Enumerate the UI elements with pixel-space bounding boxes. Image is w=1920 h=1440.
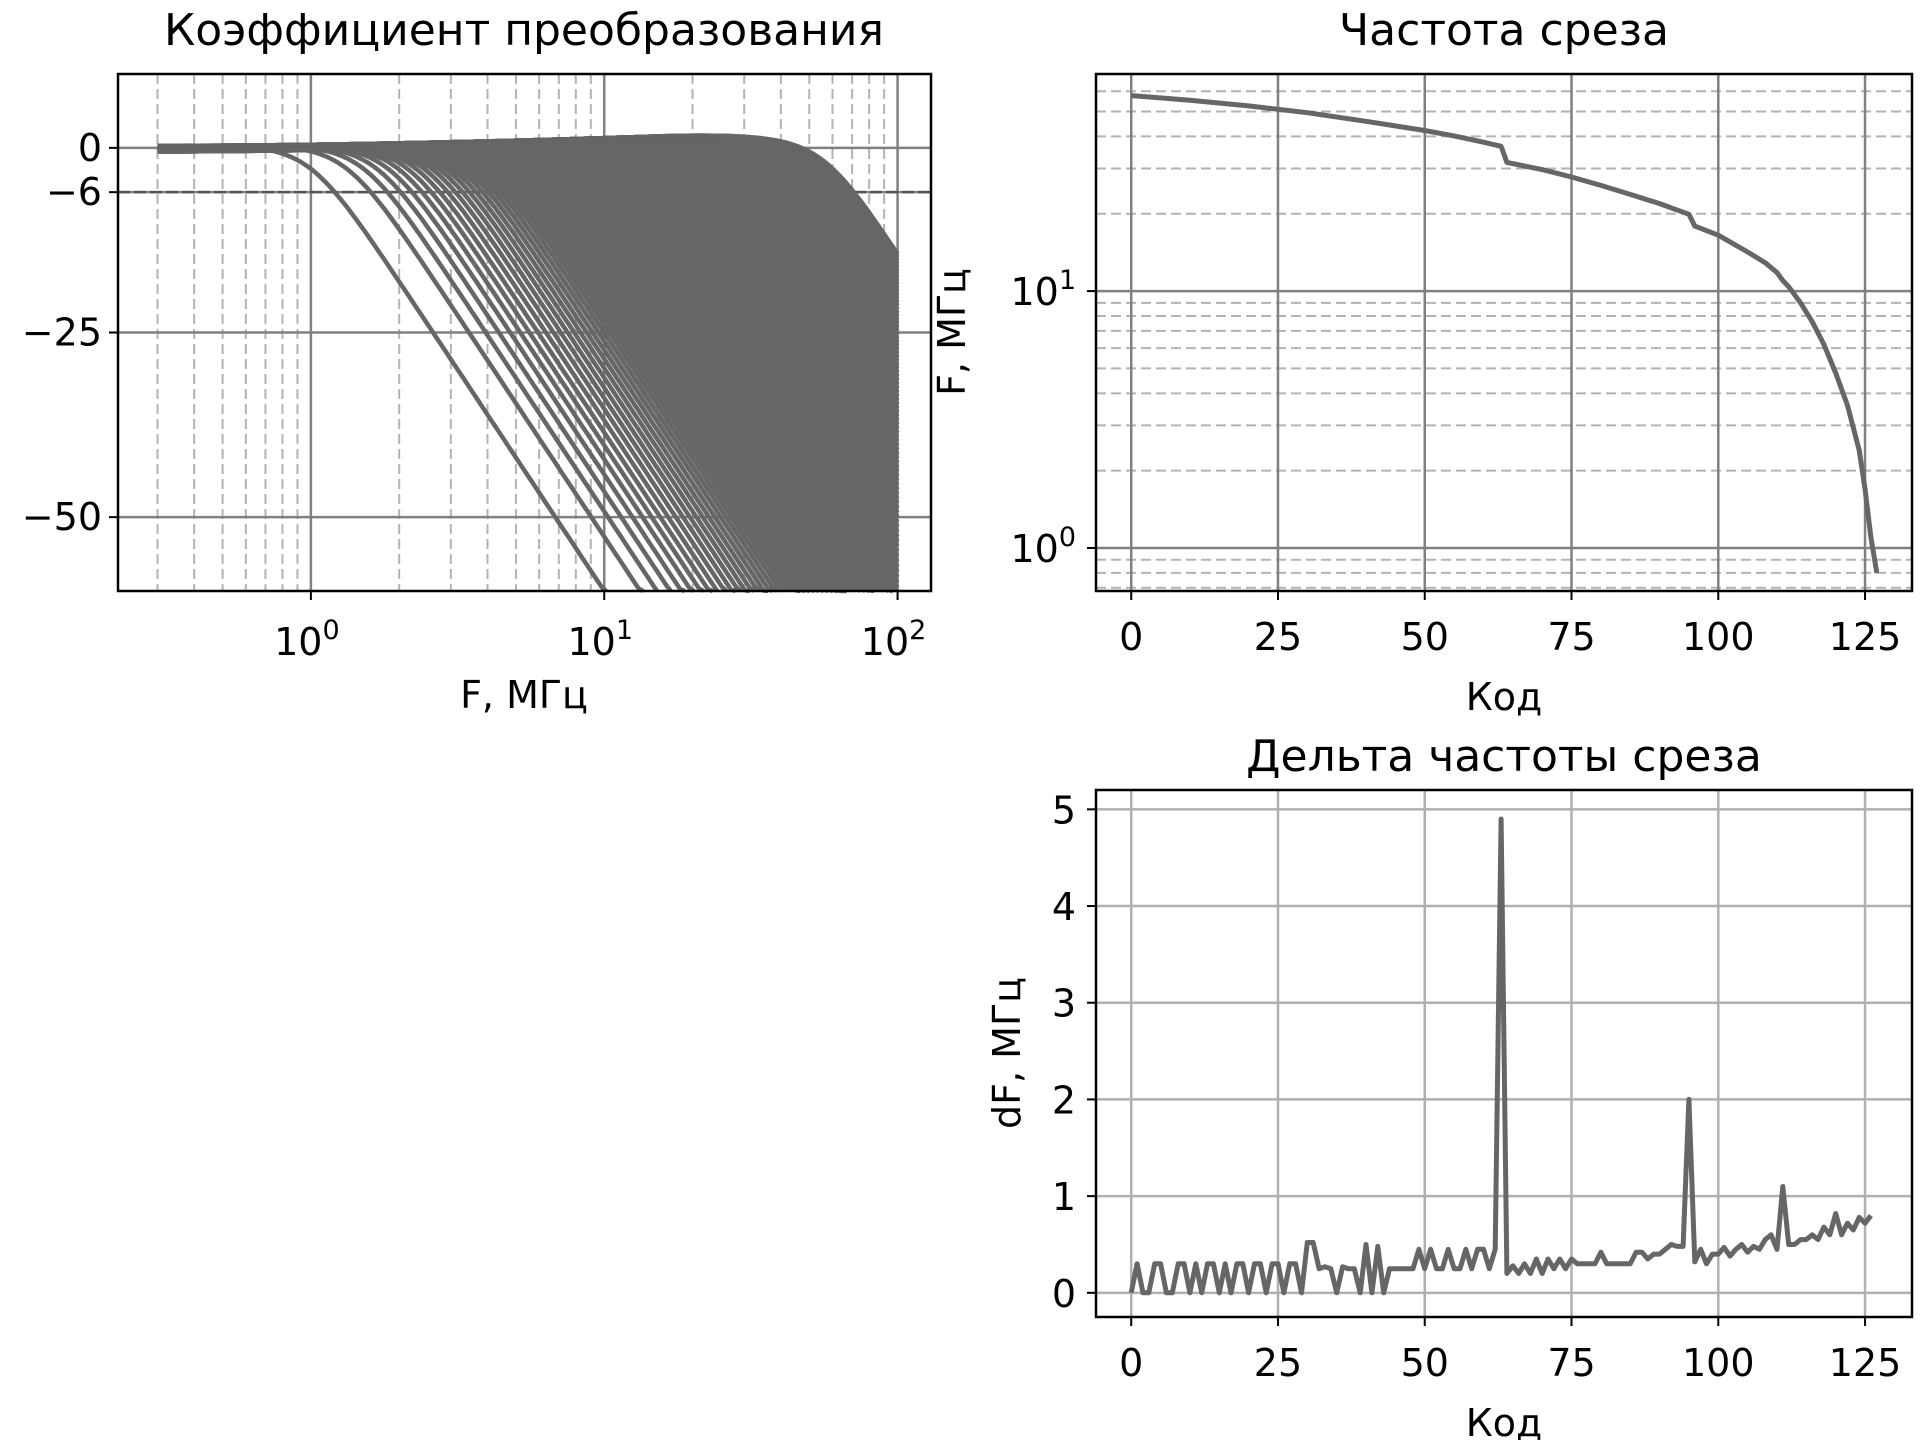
- delta-chart: 0 25 50 75 100 125 0 1 2 3 4 5 Дельта частоты среза…: [985, 731, 1914, 1440]
- gain-x-tick-label-exp: 0: [322, 615, 339, 646]
- cutoff-chart-frame: [1094, 72, 1914, 593]
- cutoff-x-tick-label: 25: [1254, 615, 1302, 659]
- gain-x-tick-label-base: 10: [861, 620, 909, 664]
- gain-x-tick-label: 100: [274, 615, 340, 664]
- gain-series-line: [157, 133, 900, 256]
- cutoff-series-line: [1131, 93, 1880, 574]
- gain-x-tick-label: 102: [861, 615, 927, 664]
- cutoff-x-tick-label: 50: [1401, 615, 1449, 659]
- delta-x-tick-label: 100: [1682, 1341, 1755, 1385]
- gain-x-tick-label-exp: 2: [909, 615, 926, 646]
- delta-chart-title: Дельта частоты среза: [1246, 731, 1762, 782]
- delta-x-tick-label: 75: [1547, 1341, 1595, 1385]
- delta-y-tick-label: 3: [1052, 982, 1076, 1026]
- cutoff-x-tick-label: 75: [1547, 615, 1595, 659]
- cutoff-y-tick-label: 100: [1010, 522, 1076, 571]
- delta-chart-xlabel: Код: [1466, 1401, 1543, 1440]
- gain-chart-title: Коэффициент преобразования: [164, 5, 884, 56]
- cutoff-x-tick-label: 100: [1682, 615, 1755, 659]
- delta-y-tick-label: 1: [1052, 1175, 1076, 1219]
- delta-y-tick-label: 0: [1052, 1272, 1076, 1316]
- delta-chart-frame: [1094, 788, 1914, 1319]
- cutoff-y-tick-label-base: 10: [1010, 270, 1058, 314]
- cutoff-y-tick-label-exp: 0: [1059, 522, 1076, 553]
- cutoff-chart-ylabel: F, МГц: [930, 268, 974, 396]
- cutoff-y-tick-label-exp: 1: [1059, 265, 1076, 296]
- delta-y-tick-label: 5: [1052, 788, 1076, 832]
- gain-x-tick-label-base: 10: [567, 620, 615, 664]
- delta-y-tick-label: 2: [1052, 1078, 1076, 1122]
- gain-x-tick-label-exp: 1: [616, 615, 633, 646]
- delta-x-tick-label: 50: [1401, 1341, 1449, 1385]
- cutoff-x-tick-label: 0: [1119, 615, 1143, 659]
- delta-x-tick-label: 125: [1829, 1341, 1902, 1385]
- delta-x-tick-label: 0: [1119, 1341, 1143, 1385]
- gain-y-tick-label: −6: [46, 170, 102, 214]
- delta-y-tick-label: 4: [1052, 885, 1076, 929]
- delta-chart-ylabel: dF, МГц: [985, 977, 1029, 1129]
- cutoff-chart-title: Частота среза: [1339, 5, 1669, 56]
- cutoff-y-tick-label-base: 10: [1010, 527, 1058, 571]
- gain-x-tick-label: 101: [567, 615, 633, 664]
- gain-y-tick-label: −50: [22, 495, 102, 539]
- delta-x-tick-label: 25: [1254, 1341, 1302, 1385]
- gain-y-tick-label: 0: [78, 126, 102, 170]
- gain-chart-xlabel: F, МГц: [460, 673, 588, 717]
- cutoff-y-tick-label: 101: [1010, 265, 1076, 314]
- gain-x-tick-label-base: 10: [274, 620, 322, 664]
- delta-series-line: [1128, 816, 1873, 1296]
- gain-y-tick-label: −25: [22, 311, 102, 355]
- cutoff-x-tick-label: 125: [1829, 615, 1902, 659]
- cutoff-chart-xlabel: Код: [1466, 675, 1543, 719]
